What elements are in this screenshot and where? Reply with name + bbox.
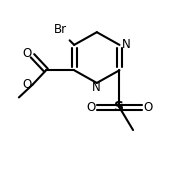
Text: O: O bbox=[86, 101, 96, 114]
Text: Br: Br bbox=[54, 23, 67, 36]
Text: S: S bbox=[114, 100, 124, 114]
Text: N: N bbox=[121, 38, 130, 51]
Text: O: O bbox=[143, 101, 153, 114]
Text: O: O bbox=[22, 78, 31, 91]
Text: O: O bbox=[22, 47, 32, 60]
Text: N: N bbox=[92, 81, 100, 94]
